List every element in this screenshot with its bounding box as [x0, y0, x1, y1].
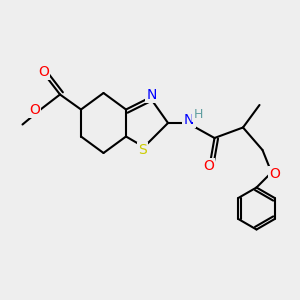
Text: O: O [269, 167, 280, 181]
Text: O: O [29, 103, 40, 116]
Text: O: O [38, 65, 49, 79]
Text: O: O [203, 160, 214, 173]
Text: N: N [184, 113, 194, 127]
Text: N: N [146, 88, 157, 102]
Text: S: S [138, 143, 147, 157]
Text: H: H [193, 107, 203, 121]
